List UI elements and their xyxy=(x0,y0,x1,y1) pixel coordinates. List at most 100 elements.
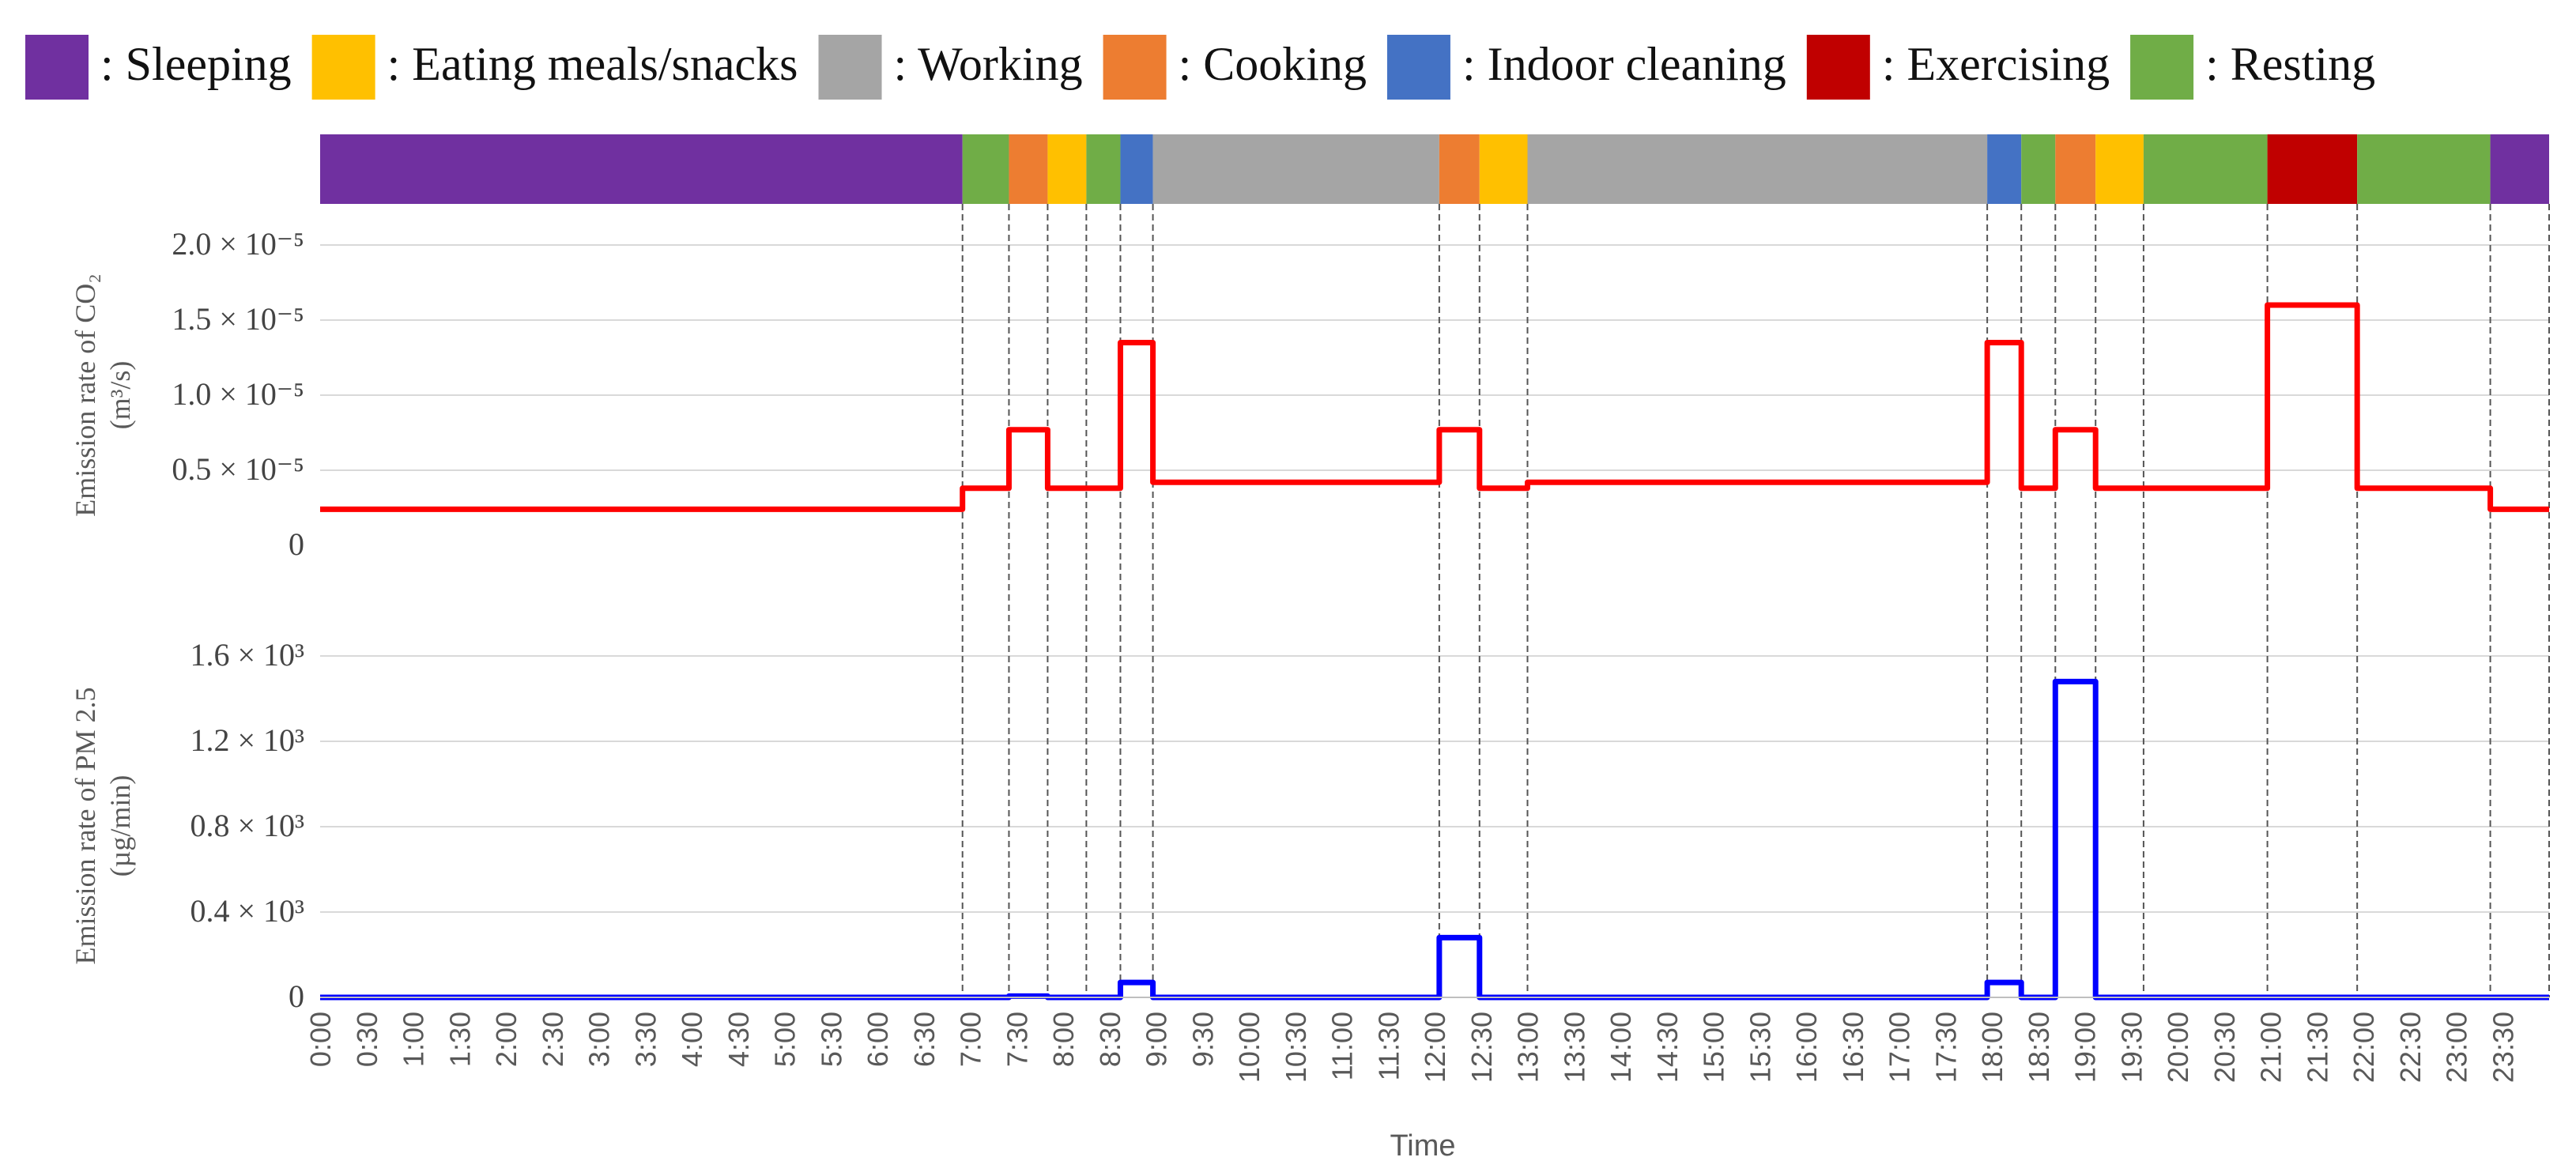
y-tick-label: 1.6 × 10³ xyxy=(190,637,304,673)
activity-segment-indoor-cleaning xyxy=(1987,134,2022,204)
legend-swatch-exercising xyxy=(1806,35,1870,100)
activity-segment-resting xyxy=(2021,134,2056,204)
x-tick-label: 4:30 xyxy=(722,1012,755,1067)
gridlines xyxy=(320,244,2549,913)
x-tick-label: 7:30 xyxy=(1001,1012,1033,1067)
x-tick-label: 0:30 xyxy=(351,1012,383,1067)
x-tick-label: 19:30 xyxy=(2115,1012,2148,1083)
x-tick-label: 18:00 xyxy=(1976,1012,2008,1083)
x-tick-label: 9:00 xyxy=(1141,1012,1173,1067)
activity-segment-resting xyxy=(962,134,1009,204)
legend-swatch-resting xyxy=(2130,35,2194,100)
legend-label-working: : Working xyxy=(894,38,1083,90)
x-tick-label: 8:30 xyxy=(1094,1012,1126,1067)
legend-label-sleeping: : Sleeping xyxy=(100,38,292,90)
x-tick-label: 14:30 xyxy=(1651,1012,1684,1083)
legend-label-resting: : Resting xyxy=(2205,38,2375,90)
legend: : Sleeping : Eating meals/snacks : Working… xyxy=(25,35,2375,100)
legend-swatch-eating-meals-snacks xyxy=(311,35,375,100)
x-tick-label: 5:30 xyxy=(815,1012,847,1067)
x-tick-label: 16:30 xyxy=(1837,1012,1869,1083)
x-tick-label: 21:30 xyxy=(2301,1012,2333,1083)
activity-segment-exercising xyxy=(2267,134,2358,204)
x-tick-label: 1:30 xyxy=(443,1012,476,1067)
x-tick-label: 12:30 xyxy=(1465,1012,1498,1083)
x-tick-label: 17:30 xyxy=(1929,1012,1962,1083)
y-tick-label: 1.2 × 10³ xyxy=(190,722,304,758)
activity-timeline-bar xyxy=(320,134,2549,204)
x-tick-label: 20:30 xyxy=(2208,1012,2241,1083)
activity-segment-working xyxy=(1152,134,1439,204)
x-tick-label: 13:00 xyxy=(1512,1012,1544,1083)
activity-segment-sleeping xyxy=(320,134,963,204)
x-tick-label: 22:00 xyxy=(2348,1012,2380,1083)
activity-segment-resting xyxy=(2143,134,2268,204)
x-tick-label: 21:00 xyxy=(2255,1012,2287,1083)
x-tick-label: 12:00 xyxy=(1419,1012,1451,1083)
y-tick-label: 0.8 × 10³ xyxy=(190,808,304,843)
activity-segment-eating-meals-snacks xyxy=(1479,134,1528,204)
x-tick-label: 14:00 xyxy=(1605,1012,1637,1083)
x-tick-label: 13:30 xyxy=(1558,1012,1590,1083)
activity-segment-indoor-cleaning xyxy=(1120,134,1153,204)
legend-swatch-sleeping xyxy=(25,35,89,100)
x-tick-label: 11:00 xyxy=(1326,1012,1359,1080)
x-tick-label: 23:00 xyxy=(2441,1012,2473,1083)
y-axis-title-line2: (m³/s) xyxy=(104,361,136,430)
activity-segment-cooking xyxy=(1009,134,1048,204)
activity-segment-cooking xyxy=(2055,134,2096,204)
legend-swatch-cooking xyxy=(1103,35,1167,100)
x-tick-label: 9:30 xyxy=(1186,1012,1219,1067)
y-tick-label: 0.5 × 10⁻⁵ xyxy=(172,451,304,487)
x-tick-label: 18:30 xyxy=(2023,1012,2055,1083)
legend-label-indoor-cleaning: : Indoor cleaning xyxy=(1462,38,1786,90)
y-tick-label: 1.5 × 10⁻⁵ xyxy=(172,301,304,337)
x-tick-label: 17:00 xyxy=(1884,1012,1916,1083)
co2-panel: 0 0.5 × 10⁻⁵ 1.0 × 10⁻⁵ 1.5 × 10⁻⁵ 2.0 × 10⁻… xyxy=(70,226,2549,562)
x-tick-label: 22:30 xyxy=(2394,1012,2427,1083)
x-tick-label: 5:00 xyxy=(769,1012,801,1067)
x-tick-label: 4:00 xyxy=(676,1012,708,1067)
legend-swatch-working xyxy=(818,35,882,100)
activity-boundary-lines xyxy=(961,204,2550,997)
co2-series-line xyxy=(320,302,2549,512)
y-axis-title-line2: (µg/min) xyxy=(104,775,136,877)
activity-segment-resting xyxy=(2357,134,2491,204)
x-tick-label: 16:00 xyxy=(1790,1012,1823,1083)
pm25-panel: 0 0.4 × 10³ 0.8 × 10³ 1.2 × 10³ 1.6 × 10³ Emi… xyxy=(70,637,2549,1014)
y-tick-label: 1.0 × 10⁻⁵ xyxy=(172,376,304,412)
y-axis-title: Emission rate of CO₂ (m³/s) xyxy=(70,273,136,517)
x-axis: 0:00 0:30 1:00 1:30 2:00 2:30 3:00 3:30 4:00 4:30… xyxy=(304,997,2549,1083)
y-tick-label: 0.4 × 10³ xyxy=(190,893,304,929)
x-tick-label: 7:00 xyxy=(955,1012,987,1067)
legend-label-cooking: : Cooking xyxy=(1179,38,1367,90)
x-tick-label: 15:00 xyxy=(1698,1012,1730,1083)
x-tick-label: 0:00 xyxy=(304,1012,337,1067)
y-tick-label: 2.0 × 10⁻⁵ xyxy=(172,226,304,262)
activity-segment-eating-meals-snacks xyxy=(2095,134,2144,204)
x-tick-label: 23:30 xyxy=(2487,1012,2519,1083)
legend-label-eating-meals-snacks: : Eating meals/snacks xyxy=(387,38,798,90)
x-tick-label: 3:00 xyxy=(583,1012,616,1067)
x-tick-label: 6:00 xyxy=(862,1012,894,1067)
activity-segment-working xyxy=(1527,134,1988,204)
x-tick-label: 1:00 xyxy=(398,1012,430,1067)
x-tick-label: 15:30 xyxy=(1744,1012,1776,1083)
pm25-series-line xyxy=(320,678,2549,1001)
legend-swatch-indoor-cleaning xyxy=(1386,35,1450,100)
x-axis-title: Time xyxy=(1390,1129,1455,1163)
x-tick-label: 6:30 xyxy=(908,1012,941,1067)
x-tick-label: 10:30 xyxy=(1280,1012,1312,1083)
y-tick-label: 0 xyxy=(289,526,304,562)
y-axis-title-line1: Emission rate of CO₂ xyxy=(70,273,101,517)
activity-segment-eating-meals-snacks xyxy=(1047,134,1087,204)
y-tick-label: 0 xyxy=(289,978,304,1014)
x-tick-label: 19:00 xyxy=(2069,1012,2102,1083)
legend-label-exercising: : Exercising xyxy=(1882,38,2110,90)
y-axis-title: Emission rate of PM 2.5 (µg/min) xyxy=(70,688,136,965)
x-tick-label: 20:00 xyxy=(2162,1012,2194,1083)
activity-segment-cooking xyxy=(1439,134,1480,204)
x-tick-label: 3:30 xyxy=(629,1012,662,1067)
x-tick-label: 2:00 xyxy=(490,1012,522,1067)
